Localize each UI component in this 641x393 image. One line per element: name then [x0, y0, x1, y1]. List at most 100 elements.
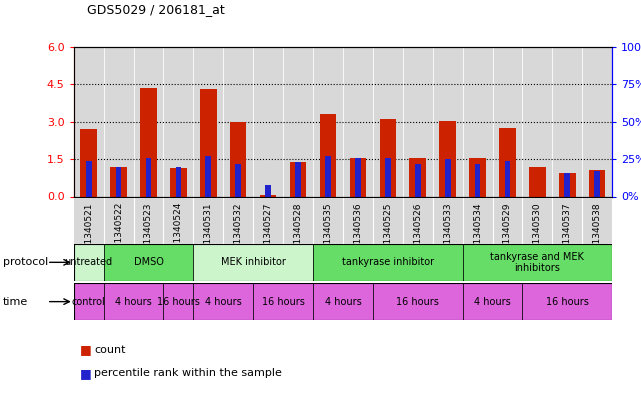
Bar [74, 244, 104, 281]
Bar [163, 283, 194, 320]
Text: GSM1340538: GSM1340538 [593, 202, 602, 263]
Bar [463, 47, 492, 196]
Bar [313, 283, 373, 320]
Bar [565, 173, 570, 196]
Bar [343, 47, 373, 196]
Bar [385, 158, 390, 196]
Text: DMSO: DMSO [133, 257, 163, 267]
Text: GSM1340534: GSM1340534 [473, 202, 482, 263]
Bar [200, 90, 217, 196]
Bar [373, 47, 403, 196]
Bar [253, 47, 283, 196]
Bar [81, 129, 97, 196]
Text: 4 hours: 4 hours [115, 297, 152, 307]
Bar [325, 156, 331, 196]
Text: GSM1340537: GSM1340537 [563, 202, 572, 263]
Bar [260, 195, 276, 196]
Bar [594, 171, 600, 196]
Text: GDS5029 / 206181_at: GDS5029 / 206181_at [87, 3, 224, 16]
Text: 4 hours: 4 hours [205, 297, 242, 307]
Bar [355, 158, 361, 196]
Text: GSM1340527: GSM1340527 [263, 202, 272, 263]
Bar [350, 158, 366, 196]
Bar [104, 47, 133, 196]
Bar [133, 47, 163, 196]
Text: GSM1340532: GSM1340532 [234, 202, 243, 263]
Bar [313, 47, 343, 196]
Text: GSM1340522: GSM1340522 [114, 202, 123, 263]
Bar [74, 283, 104, 320]
Bar [296, 162, 301, 196]
Bar [171, 168, 187, 196]
Text: MEK inhibitor: MEK inhibitor [221, 257, 286, 267]
Bar [439, 121, 456, 196]
Bar [492, 47, 522, 196]
Bar [110, 167, 127, 196]
Text: time: time [3, 297, 28, 307]
Bar [504, 161, 510, 196]
Bar [463, 244, 612, 281]
Bar [373, 283, 463, 320]
Bar [403, 47, 433, 196]
Bar [463, 283, 522, 320]
Text: 16 hours: 16 hours [546, 297, 588, 307]
Text: 16 hours: 16 hours [396, 297, 439, 307]
Bar [553, 47, 582, 196]
Bar [235, 163, 241, 196]
Bar [589, 171, 605, 196]
Bar [320, 114, 336, 196]
Bar [223, 47, 253, 196]
Bar [230, 122, 246, 196]
Bar [86, 161, 92, 196]
Bar [582, 47, 612, 196]
Bar [522, 283, 612, 320]
Text: GSM1340523: GSM1340523 [144, 202, 153, 263]
Bar [253, 283, 313, 320]
Text: GSM1340521: GSM1340521 [84, 202, 93, 263]
Text: ■: ■ [80, 343, 92, 356]
Bar [206, 156, 211, 196]
Bar [522, 47, 553, 196]
Text: control: control [72, 297, 106, 307]
Bar [290, 162, 306, 196]
Bar [194, 47, 223, 196]
Text: percentile rank within the sample: percentile rank within the sample [94, 368, 282, 378]
Text: GSM1340524: GSM1340524 [174, 202, 183, 263]
Text: GSM1340531: GSM1340531 [204, 202, 213, 263]
Bar [529, 167, 545, 196]
Text: GSM1340526: GSM1340526 [413, 202, 422, 263]
Text: tankyrase and MEK
inhibitors: tankyrase and MEK inhibitors [490, 252, 585, 273]
Bar [499, 128, 515, 196]
Text: GSM1340528: GSM1340528 [294, 202, 303, 263]
Text: 16 hours: 16 hours [262, 297, 304, 307]
Bar [445, 159, 451, 196]
Text: 16 hours: 16 hours [157, 297, 200, 307]
Bar [163, 47, 194, 196]
Text: tankyrase inhibitor: tankyrase inhibitor [342, 257, 434, 267]
Bar [433, 47, 463, 196]
Text: GSM1340529: GSM1340529 [503, 202, 512, 263]
Text: GSM1340536: GSM1340536 [353, 202, 362, 263]
Text: GSM1340530: GSM1340530 [533, 202, 542, 263]
Bar [74, 47, 104, 196]
Bar [104, 283, 163, 320]
Bar [104, 244, 194, 281]
Bar [379, 119, 396, 196]
Text: GSM1340525: GSM1340525 [383, 202, 392, 263]
Text: 4 hours: 4 hours [324, 297, 362, 307]
Bar [313, 244, 463, 281]
Text: count: count [94, 345, 126, 355]
Bar [415, 163, 420, 196]
Bar [194, 283, 253, 320]
Bar [469, 158, 486, 196]
Text: untreated: untreated [65, 257, 113, 267]
Bar [194, 244, 313, 281]
Bar [146, 158, 151, 196]
Text: ■: ■ [80, 367, 92, 380]
Text: protocol: protocol [3, 257, 49, 267]
Bar [140, 88, 157, 196]
Bar [559, 173, 576, 196]
Text: GSM1340533: GSM1340533 [443, 202, 452, 263]
Bar [475, 163, 480, 196]
Bar [116, 167, 121, 196]
